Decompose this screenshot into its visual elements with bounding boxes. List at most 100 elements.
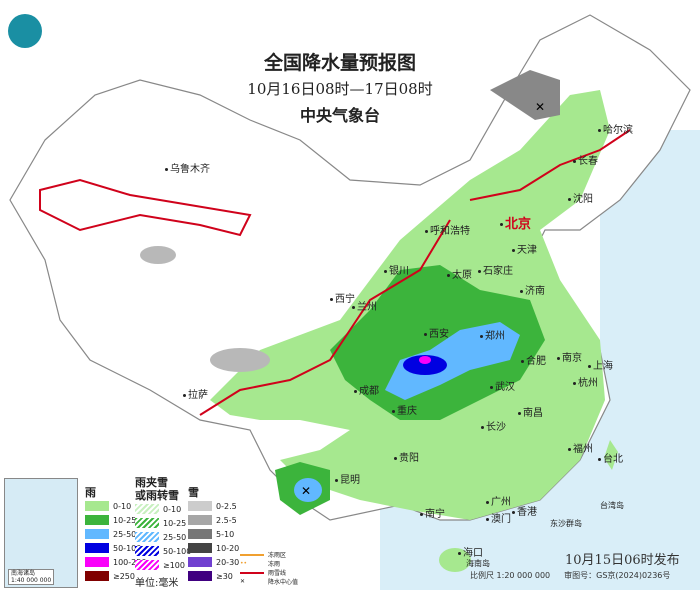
rain-100-250-area xyxy=(419,356,431,364)
legend-symbols: 冻雨区 •• 冻雨雨雪线 ✕ 降水中心值 xyxy=(240,550,298,586)
freezing-rain-dots-icon: •• xyxy=(240,560,248,567)
legend-item: 50-100 xyxy=(85,541,146,555)
legend-swatch xyxy=(188,501,212,511)
city-label: 北京 xyxy=(500,213,531,232)
city-label: 海口 xyxy=(458,544,483,559)
city-label: 武汉 xyxy=(490,378,515,393)
legend-label: 10-20 xyxy=(216,543,240,553)
rain-50-100-area xyxy=(403,355,447,375)
legend-swatch xyxy=(188,557,212,567)
legend-mixed-title: 雨夹雪 或雨转雪 xyxy=(135,476,179,502)
legend-label: 0-10 xyxy=(113,501,132,511)
legend-label: 50-100 xyxy=(163,546,192,556)
legend-item: 50-100 xyxy=(135,544,191,558)
legend-item: 25-50 xyxy=(135,530,191,544)
snow-area-northeast xyxy=(490,70,560,120)
legend-unit: 单位:毫米 xyxy=(135,578,179,589)
legend-swatch xyxy=(135,532,159,542)
city-label: 南宁 xyxy=(420,505,445,520)
issuer: 中央气象台 xyxy=(299,106,380,125)
city-label: 福州 xyxy=(568,440,593,455)
legend-symbol-label: 冻雨区 xyxy=(268,552,287,559)
legend-label: 20-30 xyxy=(216,557,240,567)
city-label: 哈尔滨 xyxy=(598,121,633,136)
legend-label: ≥100 xyxy=(163,560,185,570)
legend-symbol-label: 雨雪线 xyxy=(268,570,287,577)
city-label: 成都 xyxy=(354,382,379,397)
legend-swatch xyxy=(135,504,159,514)
legend-item: 0-10 xyxy=(135,502,191,516)
legend-swatch xyxy=(188,543,212,553)
rain-snow-line-north xyxy=(469,129,631,201)
city-label: 呼和浩特 xyxy=(425,222,470,237)
city-label: 乌鲁木齐 xyxy=(165,160,210,175)
south-china-sea-inset: 南海诸岛 1:40 000 000 xyxy=(4,478,78,588)
city-label: 兰州 xyxy=(352,298,377,313)
legend-item: 0-2.5 xyxy=(188,499,239,513)
rain-25-50-yunnan xyxy=(294,478,322,502)
legend-rain-title: 雨 xyxy=(85,486,96,499)
legend-swatch xyxy=(188,515,212,525)
city-label: 长沙 xyxy=(481,418,506,433)
city-label: 台北 xyxy=(598,450,623,465)
city-label: 杭州 xyxy=(573,374,598,389)
legend-label: 10-25 xyxy=(113,515,137,525)
legend-symbol: ✕ 降水中心值 xyxy=(240,577,298,586)
city-label: 拉萨 xyxy=(183,386,208,401)
legend-swatch xyxy=(85,571,109,581)
city-label: 沈阳 xyxy=(568,190,593,205)
snow-area-tibet xyxy=(210,348,270,372)
map-label: 台湾岛 xyxy=(600,501,624,510)
city-label: 郑州 xyxy=(480,327,505,342)
legend-mixed: 雨夹雪 或雨转雪 0-10 10-25 25-50 50-100 ≥100 xyxy=(135,476,191,572)
legend-swatch xyxy=(135,546,159,556)
inset-scale: 南海诸岛 1:40 000 000 xyxy=(8,569,55,585)
legend-item: 100-250 xyxy=(85,555,146,569)
legend-symbol-label: 冻雨 xyxy=(268,561,281,568)
map-label: 东沙群岛 xyxy=(550,519,582,528)
legend-label: 100-250 xyxy=(113,557,147,567)
legend-symbol: •• 冻雨 xyxy=(240,559,298,568)
issue-time: 10月15日06时发布 xyxy=(565,553,680,568)
footer: 比例尺 1:20 000 000 审图号：GS京(2024)0236号 xyxy=(470,570,684,581)
legend-item: 10-25 xyxy=(135,516,191,530)
forecast-period: 10月16日08时—17日08时 xyxy=(247,80,433,98)
city-label: 合肥 xyxy=(521,352,546,367)
city-label: 西宁 xyxy=(330,290,355,305)
city-label: 银川 xyxy=(384,262,409,277)
legend-label: 0-2.5 xyxy=(216,501,237,511)
legend-item: 25-50 xyxy=(85,527,146,541)
map-title: 全国降水量预报图 xyxy=(263,52,416,74)
legend-label: 0-10 xyxy=(163,504,182,514)
legend-symbol-label: 降水中心值 xyxy=(268,579,299,586)
legend-item: 5-10 xyxy=(188,527,239,541)
city-label: 广州 xyxy=(486,493,511,508)
legend-swatch xyxy=(188,571,212,581)
legend-swatch xyxy=(85,515,109,525)
legend-swatch xyxy=(135,560,159,570)
city-label: 南京 xyxy=(557,349,582,364)
legend-item: ≥100 xyxy=(135,558,191,572)
rain-snow-line-icon xyxy=(240,571,264,574)
legend-label: 5-10 xyxy=(216,529,235,539)
legend-item: 10-25 xyxy=(85,513,146,527)
city-label: 济南 xyxy=(520,282,545,297)
legend-swatch xyxy=(85,557,109,567)
review-number: 审图号：GS京(2024)0236号 xyxy=(564,571,671,580)
cma-logo xyxy=(8,14,42,48)
snow-area-qinghai xyxy=(140,246,176,264)
city-label: 重庆 xyxy=(392,402,417,417)
city-label: 石家庄 xyxy=(478,262,513,277)
legend-snow-title: 雪 xyxy=(188,486,199,499)
precip-center-marker: ✕ xyxy=(535,100,545,114)
cross-marker-icon: ✕ xyxy=(240,578,246,585)
legend-label: 10-25 xyxy=(163,518,187,528)
city-label: 澳门 xyxy=(486,510,511,525)
legend-item: ≥30 xyxy=(188,569,239,583)
map-label: 海南岛 xyxy=(466,559,490,568)
legend-item: 10-20 xyxy=(188,541,239,555)
legend-swatch xyxy=(85,501,109,511)
legend-item: 2.5-5 xyxy=(188,513,239,527)
legend: 南海诸岛 1:40 000 000 雨 0-10 10-25 25-50 50-100 1… xyxy=(0,472,300,589)
rain-snow-line-west xyxy=(199,219,451,416)
